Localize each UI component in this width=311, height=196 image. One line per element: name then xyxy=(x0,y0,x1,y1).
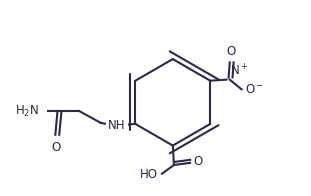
Text: O: O xyxy=(226,45,235,58)
Text: H$_2$N: H$_2$N xyxy=(15,103,39,119)
Text: O: O xyxy=(51,141,61,154)
Text: O: O xyxy=(193,155,202,168)
Text: HO: HO xyxy=(140,168,158,181)
Text: N$^+$: N$^+$ xyxy=(230,63,248,79)
Text: NH: NH xyxy=(108,119,126,132)
Text: O$^-$: O$^-$ xyxy=(245,83,264,96)
